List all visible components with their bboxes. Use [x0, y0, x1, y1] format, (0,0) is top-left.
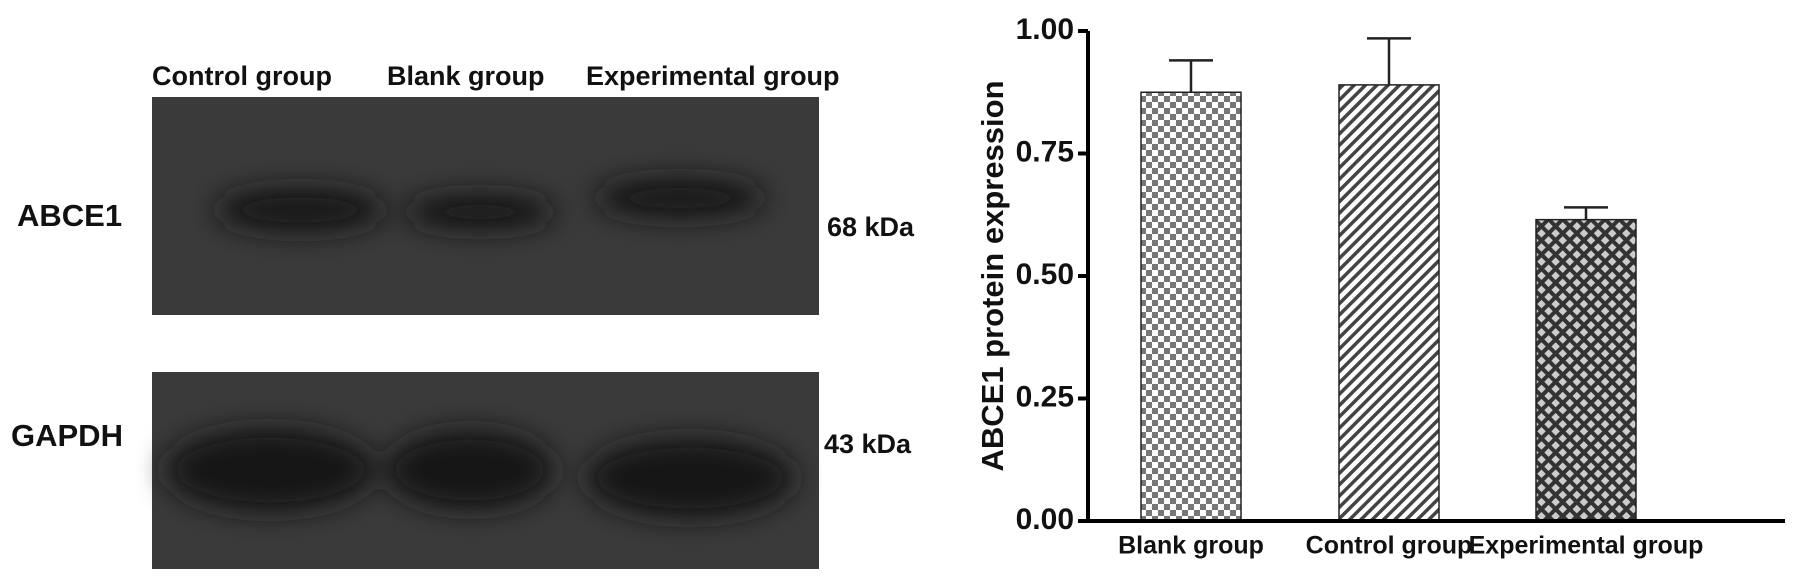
y-tick-label: 1.00 [1016, 13, 1074, 46]
y-tick-label: 0.50 [1016, 258, 1074, 291]
lane-label: Experimental group [586, 61, 840, 91]
size-label: 68 kDa [827, 212, 915, 242]
x-tick-label: Experimental group [1469, 532, 1704, 560]
row-label: ABCE1 [17, 198, 122, 233]
row-label: GAPDH [11, 418, 123, 453]
y-axis-label: ABCE1 protein expression [975, 80, 1010, 471]
bar-chart: 0.00 0.25 0.50 0.75 1.00 Blank group Control g… [1016, 13, 1785, 560]
bands [165, 178, 795, 518]
size-label: 43 kDa [824, 429, 912, 459]
bar [1338, 84, 1440, 522]
y-tick-label: 0.75 [1016, 135, 1074, 168]
y-tick-label: 0.00 [1016, 503, 1074, 536]
x-tick-label: Blank group [1118, 532, 1264, 560]
lane-label: Control group [152, 61, 332, 91]
x-tick-label: Control group [1306, 532, 1473, 560]
western-blot: Control group Blank group Experimental g… [11, 61, 915, 569]
bar [1535, 218, 1637, 522]
bar [1140, 91, 1242, 522]
lane-label: Blank group [387, 61, 545, 91]
y-tick-label: 0.25 [1016, 380, 1074, 413]
